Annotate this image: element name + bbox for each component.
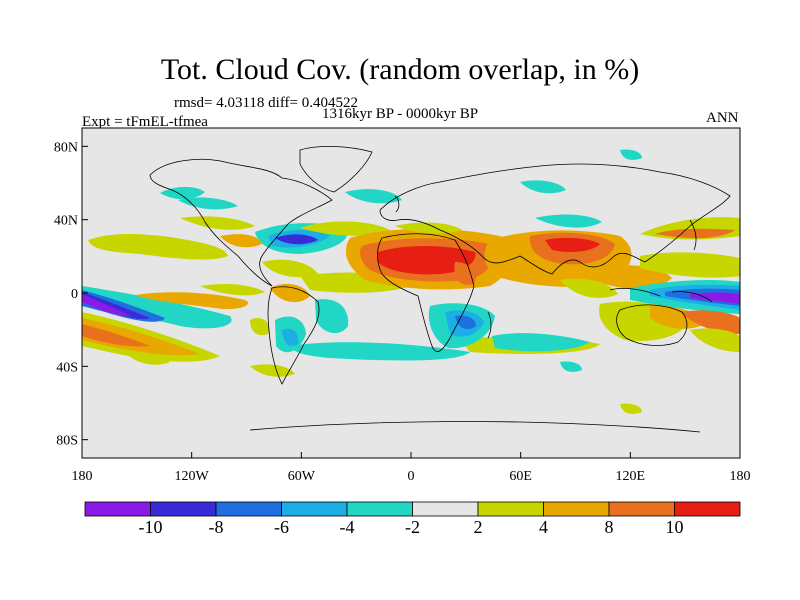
north-atlantic-negative-max [275,234,318,245]
colorbar-label: -8 [208,517,224,537]
colorbar-label: -10 [138,517,163,537]
south-pacific-tail [125,351,170,365]
axes: 80N 40N 0 40S 80S 180 120W 60W 0 60E 120E 180 [54,140,751,484]
south-atlantic-negative [315,299,349,334]
colorbar-swatch [477,501,544,517]
arctic-negative [345,189,402,204]
east-pacific-negative-band [82,286,232,329]
south-pacific-positive-strong [82,318,200,356]
x-tick-label: 180 [730,469,751,484]
y-tick-label: 40N [54,214,78,229]
colorbar-swatch [215,501,282,517]
coast-australia [616,304,688,346]
coast-north-america [149,158,333,287]
equatorial-pacific-positive [135,292,249,310]
colorbar-swatch [674,501,741,517]
mediterranean-positive [395,222,462,234]
coast-south-america [267,286,320,385]
south-america-positive [270,283,310,303]
antarctic-negative-a [560,361,582,372]
field-layer [82,128,740,458]
north-atlantic-positive [180,216,255,230]
siberia-negative [520,180,566,194]
east-africa-positive [454,262,476,286]
x-tick-label: 60W [288,469,316,484]
colorbar-label: -4 [339,517,355,537]
coast-greenland [299,145,373,193]
greenland-negative [178,197,238,210]
colorbar-label: 2 [473,517,483,537]
y-tick-label: 80N [54,140,78,155]
colorbar-swatch [543,501,610,517]
colorbar-swatch [84,501,151,517]
south-america-negative-core [282,328,299,347]
experiment-label: Expt = tFmEL-tfmea [82,114,208,130]
east-pacific-negative-core [82,290,165,322]
coast-indonesia [609,288,713,303]
colorbar-swatch [412,501,479,517]
gulf-positive [262,259,318,278]
x-tick-label: 120E [616,469,646,484]
equatorial-pacific-weak [200,284,265,296]
colorbar-label: -2 [405,517,420,537]
east-pacific-negative-max [82,292,150,320]
coast-africa [377,233,475,352]
coast-madagascar [487,311,492,339]
southern-ocean-west-positive [250,364,295,377]
coast-uk [394,195,400,213]
arctic-patch-a [620,149,642,160]
colorbar-label: 10 [665,517,684,537]
australia-positive-inner [650,305,705,329]
indian-ocean-negative [492,333,590,352]
central-asia-negative [535,214,602,228]
colorbar-label: 4 [539,517,548,537]
y-tick-label: 40S [56,360,78,375]
southwest-pacific-positive [680,310,740,334]
africa-positive-max [378,246,476,275]
west-pacific-positive [640,252,740,278]
colorbar-swatch [346,501,413,517]
colorbar [84,501,741,517]
coast-eurasia [379,163,731,275]
south-atlantic-positive [250,317,269,336]
himalaya-positive-max [545,237,600,252]
x-tick-label: 120W [175,469,210,484]
southern-ocean-negative [290,342,470,361]
coast-japan [689,219,697,251]
y-tick-label: 80S [56,434,78,449]
period-label: 1316kyr BP - 0000kyr BP [322,106,479,122]
map-title: Tot. Cloud Cov. (random overlap, in %) [160,53,640,86]
tasman-positive [690,328,740,352]
colorbar-swatch [150,501,217,517]
x-tick-label: 0 [408,469,415,484]
north-atlantic-band-positive [220,234,262,248]
bay-of-bengal-positive [560,278,618,298]
west-pacific-negative-max [690,292,740,304]
colorbar-swatch [608,501,675,517]
antarctic-positive-a [620,403,642,414]
x-tick-label: 60E [509,469,532,484]
colorbar-label: -6 [274,517,289,537]
colorbar-label: 8 [604,517,614,537]
north-pacific-positive [88,233,228,260]
colorbar-swatch [281,501,348,517]
north-pacific-east-strong [655,228,735,239]
y-tick-label: 0 [71,287,78,302]
stats-label: rmsd= 4.03118 diff= 0.404522 [174,95,358,111]
coastlines [149,145,731,433]
coast-antarctica [249,421,701,433]
east-pacific-negative-extreme [82,294,132,316]
south-pacific-positive-max [82,324,150,347]
x-tick-label: 180 [72,469,93,484]
subtropical-atlantic-positive [300,221,390,236]
season-label: ANN [706,110,739,126]
